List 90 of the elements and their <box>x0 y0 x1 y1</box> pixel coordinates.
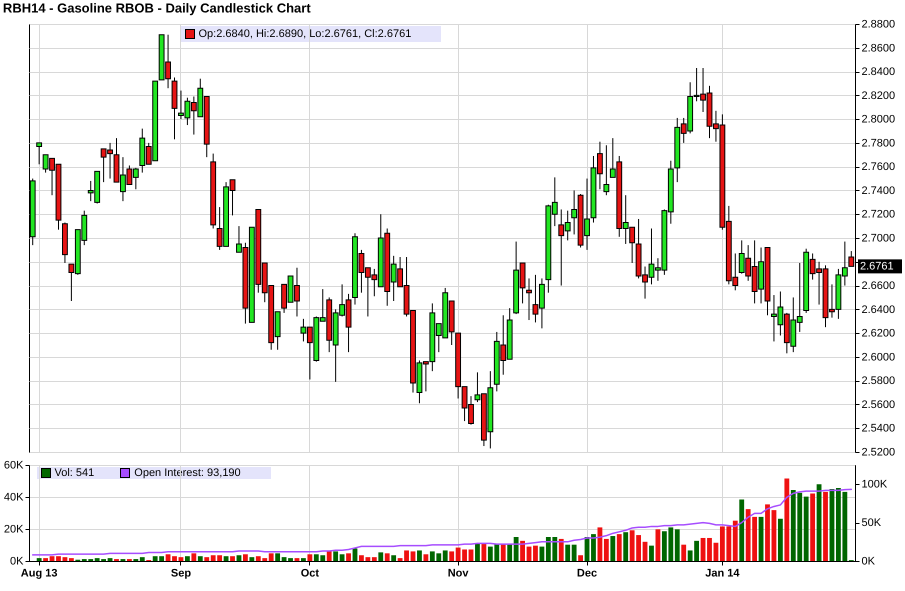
legend-box: Op:2.6840, Hi:2.6890, Lo:2.6761, Cl:2.6761 <box>180 26 442 42</box>
bar <box>384 553 390 561</box>
y-tick-label: 20K <box>4 524 24 536</box>
bar <box>378 552 384 561</box>
annotation: Op:2.6840, Hi:2.6890, Lo:2.6761, Cl:2.6761 <box>198 28 412 40</box>
bar <box>481 544 486 561</box>
y-tick-label: 2.8800 <box>862 18 896 30</box>
y-tick-label: 2.7000 <box>862 232 896 244</box>
bar <box>649 546 654 561</box>
legend-label: Open Interest: 93,190 <box>134 466 241 478</box>
y-tick-label: 2.6600 <box>862 280 896 292</box>
y-tick-label: 2.7600 <box>862 161 896 174</box>
bar <box>674 529 680 561</box>
y-tick-label: 60K <box>4 460 24 472</box>
candlestick <box>603 144 610 196</box>
bar <box>810 493 816 561</box>
bar <box>442 550 448 561</box>
bar <box>184 556 190 561</box>
chart-title: RBH14 - Gasoline RBOB - Daily Candlestick Chart <box>2 0 312 16</box>
y-tick-label: 2.7200 <box>862 208 896 221</box>
bar <box>352 548 358 561</box>
x-tick-label: Aug 13 <box>20 568 58 580</box>
bar <box>230 556 235 561</box>
x-tick-label: Nov <box>448 568 470 580</box>
y-tick-label: 2.6400 <box>862 304 896 316</box>
bar <box>623 532 628 561</box>
bar <box>224 556 228 561</box>
y-tick-label: 2.6200 <box>862 328 896 340</box>
y-tick-label: 2.5200 <box>862 446 896 458</box>
bar <box>732 520 738 561</box>
bar <box>816 484 822 561</box>
y-tick-label: 2.5800 <box>862 375 896 388</box>
candlestick <box>526 278 532 321</box>
y-tick-label: 2.8400 <box>862 66 896 78</box>
bar <box>790 490 796 561</box>
bar <box>294 558 300 561</box>
bar <box>610 536 616 561</box>
bar <box>320 555 326 561</box>
bar <box>578 555 583 561</box>
bar <box>430 551 435 561</box>
bar <box>616 534 622 561</box>
y2-tick-label: 50K <box>862 517 882 530</box>
bar <box>797 492 802 561</box>
x-tick-label: Jan 14 <box>705 568 740 580</box>
x-tick-label: Dec <box>576 568 598 580</box>
y-tick-label: 2.7800 <box>862 137 896 150</box>
bar <box>778 518 783 561</box>
y-tick-label: 2.5400 <box>862 422 896 435</box>
line-series <box>32 488 852 556</box>
candlestick <box>36 142 42 165</box>
bar <box>391 555 396 561</box>
bar <box>436 553 442 561</box>
legend-label: Vol: 541 <box>54 466 94 478</box>
bar <box>36 558 42 561</box>
y-tick-label: 2.8200 <box>862 90 896 102</box>
bar <box>475 544 480 561</box>
bar <box>256 556 261 561</box>
bar <box>417 550 422 561</box>
y-tick-label: 2.7400 <box>862 184 896 197</box>
bar <box>823 492 828 561</box>
bar <box>268 553 274 561</box>
bar <box>204 557 210 561</box>
bar <box>249 557 254 561</box>
bar <box>307 554 312 561</box>
bar <box>198 556 203 561</box>
bar <box>262 558 268 561</box>
y-tick-label: 2.8000 <box>862 114 896 126</box>
y-tick-label: 40K <box>4 492 24 504</box>
bar <box>804 496 809 561</box>
y-tick-label: 2.8600 <box>862 42 896 54</box>
x-tick-label: Sep <box>170 568 192 580</box>
y-tick-label: 2.6000 <box>862 351 896 364</box>
bar <box>236 555 242 561</box>
x-tick-label: Oct <box>300 568 320 580</box>
bar <box>739 500 744 561</box>
bar <box>314 554 319 561</box>
text: 2.6761 <box>860 260 894 272</box>
bar <box>301 558 306 561</box>
bar <box>656 529 660 561</box>
bar <box>681 544 686 561</box>
bar <box>242 554 248 561</box>
legend-box: Vol: 541 Open Interest: 93,190 <box>36 466 271 478</box>
y-tick-label: 2.5600 <box>862 398 896 411</box>
bar <box>758 516 764 561</box>
bar <box>423 554 428 561</box>
bar <box>346 553 351 561</box>
bar <box>784 478 790 561</box>
y2-tick-label: 100K <box>862 478 888 491</box>
y-tick-label: 0K <box>10 556 24 568</box>
bar <box>191 553 196 561</box>
